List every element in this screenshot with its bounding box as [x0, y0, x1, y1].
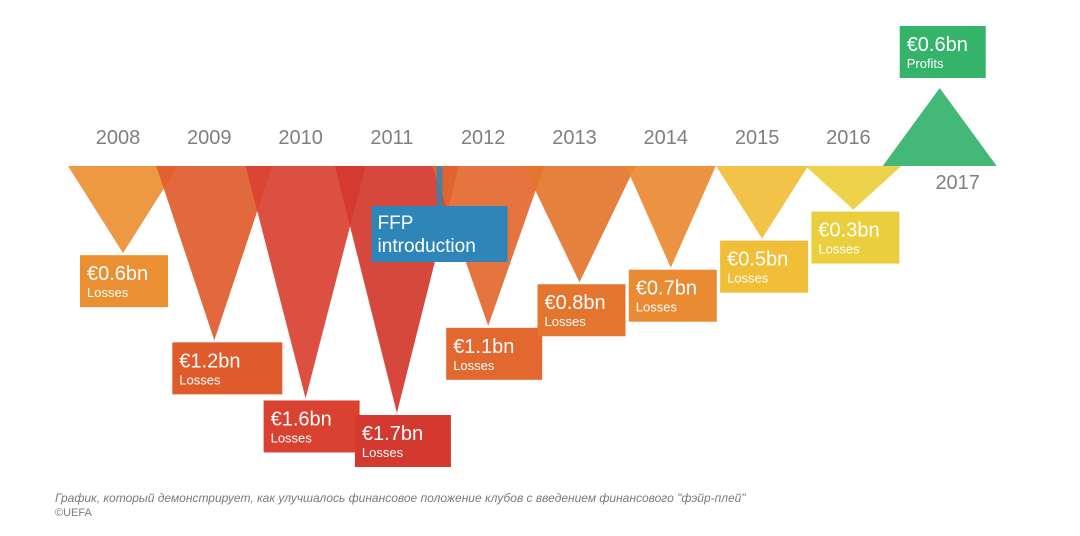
- kind-text-2014: Losses: [636, 300, 678, 315]
- year-label-2013: 2013: [552, 127, 597, 149]
- year-label-2009: 2009: [187, 127, 232, 149]
- triangle-2013: [523, 166, 636, 283]
- ffp-marker-line: [436, 166, 443, 206]
- kind-text-2013: Losses: [545, 314, 587, 329]
- kind-text-2009: Losses: [179, 372, 221, 387]
- value-box-2011: [354, 415, 451, 467]
- triangle-2016: [805, 166, 902, 210]
- value-text-2015: €0.5bn: [727, 249, 788, 271]
- year-label-2011: 2011: [370, 127, 413, 149]
- triangle-2008: [68, 166, 178, 254]
- value-box-2010: [263, 400, 360, 453]
- value-text-2009: €1.2bn: [179, 350, 240, 372]
- value-box-2015: [720, 240, 809, 293]
- year-label-2014: 2014: [644, 127, 689, 149]
- year-label-2015: 2015: [735, 127, 780, 149]
- year-label-layer: 2008 2009 2010 2011 2012 2013 2014 2015 2016 2017: [96, 127, 980, 194]
- value-box-2017: [899, 26, 986, 78]
- year-label-2016: 2016: [826, 127, 871, 149]
- value-box-2013: [537, 284, 626, 337]
- triangle-2014: [625, 166, 716, 268]
- year-label-2017: 2017: [935, 172, 980, 194]
- value-text-2010: €1.6bn: [271, 408, 332, 430]
- value-box-2016: [811, 211, 900, 264]
- kind-text-2017: Profits: [907, 56, 944, 71]
- kind-text-2012: Losses: [453, 358, 495, 373]
- value-text-2012: €1.1bn: [453, 336, 514, 358]
- year-label-2010: 2010: [278, 127, 323, 149]
- value-text-2016: €0.3bn: [818, 220, 879, 242]
- chart-credit: ©UEFA: [55, 507, 92, 519]
- kind-text-2011: Losses: [362, 445, 404, 460]
- triangle-2015: [716, 166, 809, 239]
- triangle-2017: [882, 88, 997, 166]
- value-box-2009: [172, 342, 283, 395]
- value-box-2012: [446, 327, 543, 380]
- kind-text-2016: Losses: [818, 242, 860, 257]
- value-text-2011: €1.7bn: [362, 423, 423, 445]
- value-box-2008: [80, 255, 168, 308]
- value-text-2014: €0.7bn: [636, 278, 697, 300]
- ffp-label-line2: introduction: [378, 236, 476, 257]
- triangle-2009: [156, 166, 273, 341]
- ffp-label-line1: FFP: [378, 213, 414, 234]
- value-text-2017: €0.6bn: [907, 34, 968, 56]
- ffp-box: [371, 206, 508, 262]
- kind-text-2010: Losses: [271, 430, 313, 445]
- year-label-2012: 2012: [461, 127, 506, 149]
- value-box-2014: [628, 269, 717, 322]
- value-text-2008: €0.6bn: [87, 263, 148, 285]
- year-label-2008: 2008: [96, 127, 141, 149]
- kind-text-2015: Losses: [727, 271, 769, 286]
- value-text-2013: €0.8bn: [545, 292, 606, 314]
- triangle-2010: [245, 166, 366, 399]
- kind-text-2008: Losses: [87, 285, 129, 300]
- chart-caption: График, который демонстрирует, как улучш…: [55, 491, 746, 505]
